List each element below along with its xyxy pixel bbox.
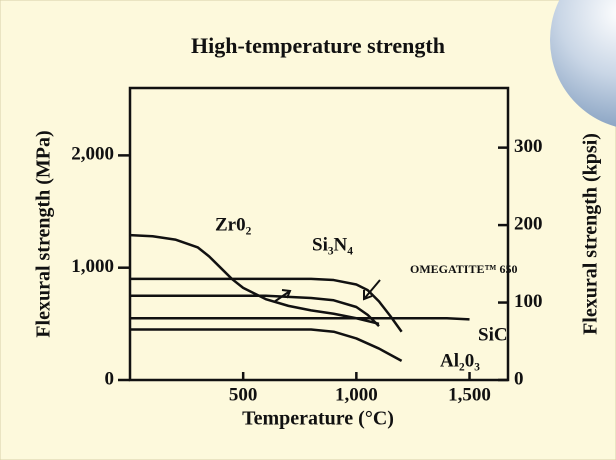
y-tick-label: 0 (105, 368, 115, 389)
series-label: SiC (478, 324, 508, 345)
chart-title: High-temperature strength (191, 33, 445, 58)
y2-tick-label: 300 (514, 136, 543, 157)
plot-frame (128, 86, 510, 382)
series-label: Si₃N₄ (312, 234, 353, 255)
series-line (130, 316, 470, 321)
y-axis-label: Flexural strength (MPa) (33, 130, 55, 337)
x-tick-label: 1,500 (448, 384, 491, 405)
y2-tick-label: 100 (514, 291, 543, 312)
series-line (130, 277, 403, 333)
series-label: Al₂0₃ (440, 350, 480, 371)
x-tick-label: 500 (229, 384, 258, 405)
x-tick-label: 1,000 (335, 384, 378, 405)
y2-tick-label: 200 (514, 213, 543, 234)
y-tick-label: 1,000 (71, 256, 114, 277)
series-label: Zr0₂ (215, 214, 252, 235)
y2-axis-label: Flexural strength (kpsi) (580, 133, 602, 335)
annotation-arrow (363, 279, 381, 301)
x-axis-label: Temperature (°C) (242, 408, 394, 430)
series-line (129, 233, 380, 326)
series-line (130, 328, 403, 363)
y-tick-label: 2,000 (71, 144, 114, 165)
series-line (130, 294, 380, 327)
decoration (550, 0, 616, 127)
series-label: OMEGATITE™ 650 (410, 262, 517, 276)
y2-tick-label: 0 (514, 368, 524, 389)
